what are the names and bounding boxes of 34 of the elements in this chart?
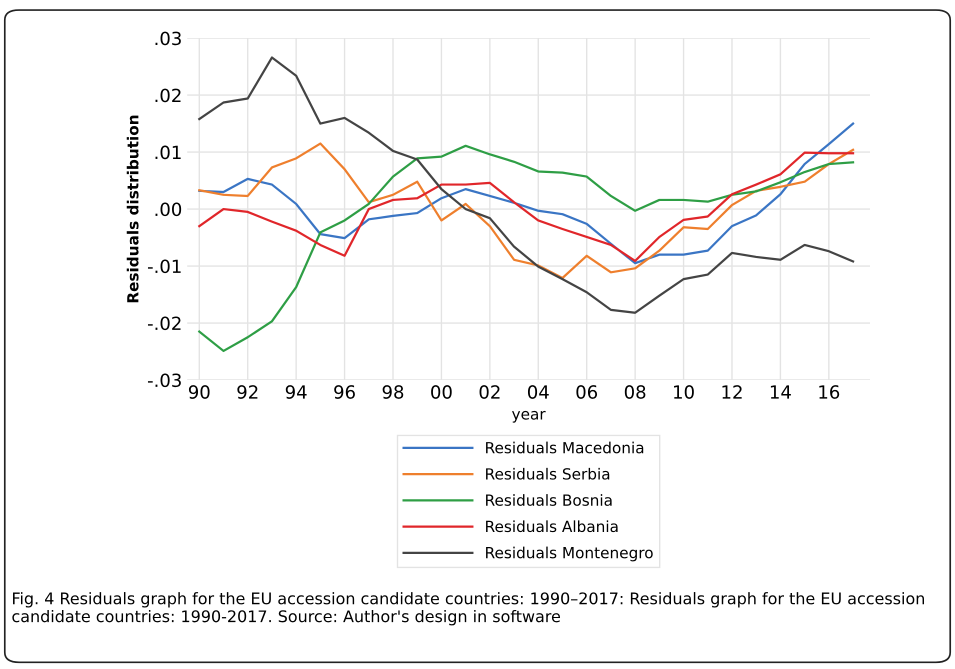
x-tick-label: 00 (431, 385, 452, 399)
line-series (198, 142, 854, 280)
x-tick-label: 02 (480, 385, 500, 399)
x-tick-label: 08 (624, 385, 646, 399)
legend-label: Residuals Macedonia (486, 442, 644, 454)
y-axis-title: Residuals distribution (126, 116, 139, 302)
caption: Fig. 4 Residuals graph for the EU accession candidate countries: 1990–2017: Residuals graph for the EU accession candidate countries: 1990-2017. Source: Author's design in software (12, 592, 924, 626)
y-tick-label: -.03 (148, 373, 181, 388)
legend-label: Residuals Bosnia (486, 494, 612, 506)
x-tick-label: 12 (722, 385, 742, 399)
y-tick-label: .03 (156, 32, 181, 46)
x-tick-label: 10 (674, 385, 694, 399)
x-axis-title: year (512, 410, 546, 423)
line-series (198, 122, 854, 264)
x-tick-label: 96 (334, 385, 355, 399)
x-tick-label: 16 (819, 385, 840, 399)
y-tick-label: -.01 (148, 260, 181, 274)
y-tick-label: .00 (156, 202, 182, 216)
legend-label: Residuals Albania (486, 520, 618, 532)
y-tick-label: .02 (156, 88, 181, 102)
x-tick-label: 06 (576, 385, 598, 399)
line-series (198, 144, 854, 352)
x-tick-label: 90 (188, 385, 210, 399)
x-tick-label: 04 (528, 385, 549, 399)
x-tick-label: 14 (770, 385, 791, 399)
line-series (198, 152, 854, 262)
x-tick-label: 92 (237, 385, 258, 399)
x-tick-label: 94 (286, 385, 307, 399)
x-tick-label: 98 (382, 385, 404, 399)
legend-label: Residuals Montenegro (486, 546, 653, 562)
y-tick-label: -.02 (148, 316, 181, 330)
y-tick-label: .01 (156, 146, 181, 160)
line-series (198, 56, 854, 314)
legend-label: Residuals Serbia (486, 468, 610, 480)
